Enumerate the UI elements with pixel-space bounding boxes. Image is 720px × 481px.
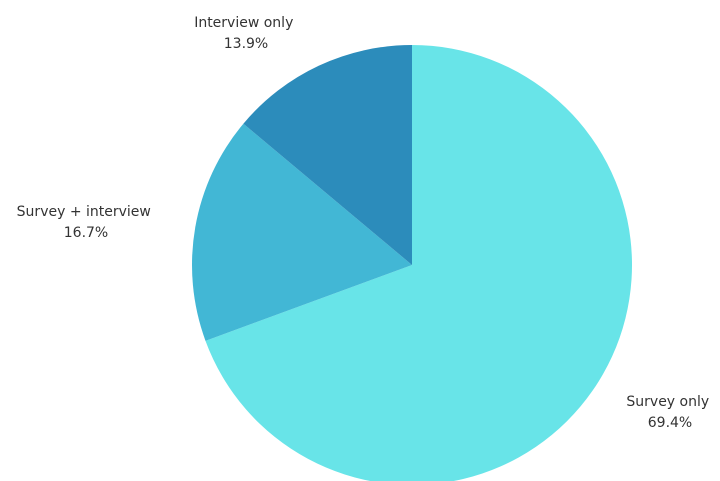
slice-name-survey-only: Survey only	[626, 394, 709, 410]
pie-slices	[191, 44, 632, 481]
pie-labels: Survey only 69.4% Survey + interview 16.…	[17, 15, 713, 431]
slice-name-interview-only: Interview only	[194, 15, 293, 31]
slice-survey-interview	[191, 123, 412, 341]
slice-interview-only	[243, 44, 412, 265]
slice-label-survey-only: Survey only 69.4%	[626, 394, 713, 431]
slice-survey-only	[205, 45, 632, 481]
slice-label-interview-only: Interview only 13.9%	[194, 15, 298, 52]
slice-percent-interview-only: 13.9%	[224, 36, 268, 52]
slice-name-survey-interview: Survey + interview	[17, 204, 151, 220]
slice-percent-survey-interview: 16.7%	[64, 225, 108, 241]
slice-label-survey-interview: Survey + interview 16.7%	[17, 204, 156, 241]
slice-percent-survey-only: 69.4%	[648, 415, 692, 431]
